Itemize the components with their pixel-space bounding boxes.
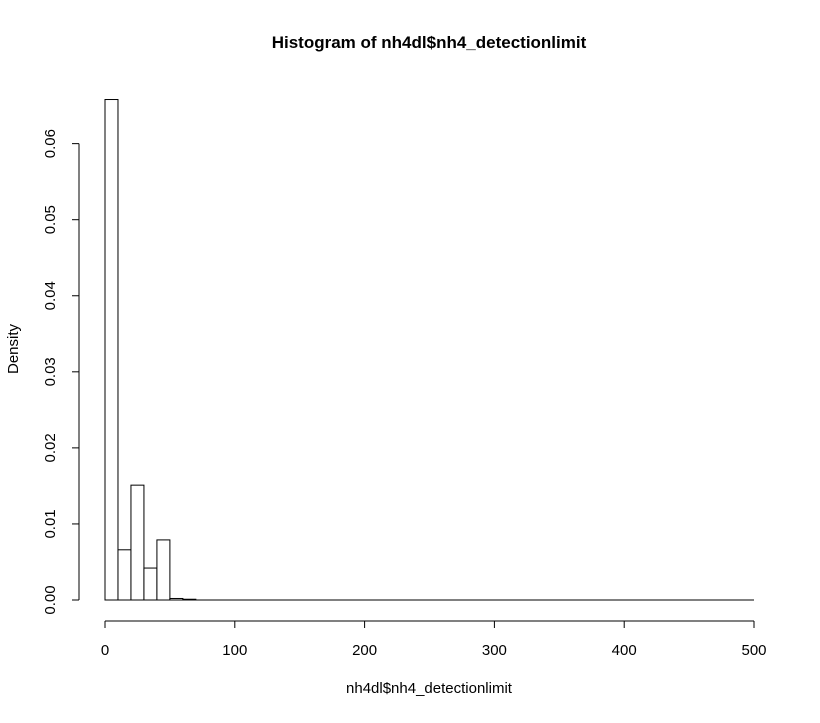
histogram-bar [143, 567, 158, 601]
x-axis: 0 100 200 300 400 500 [101, 620, 767, 659]
x-tick-label: 100 [222, 642, 247, 659]
x-tick-label: 300 [482, 642, 507, 659]
y-tick-label: 0.01 [42, 509, 59, 538]
y-tick-label: 0.05 [42, 205, 59, 234]
histogram-bar [104, 99, 119, 601]
x-tick-label: 500 [741, 642, 766, 659]
histogram-bar [117, 549, 132, 601]
y-tick-label: 0.06 [42, 129, 59, 158]
x-axis-label: nh4dl$nh4_detectionlimit [346, 680, 513, 697]
histogram-bars [104, 99, 754, 601]
y-tick-label: 0.00 [42, 585, 59, 614]
y-axis-label: Density [5, 323, 22, 374]
histogram-bar [156, 539, 171, 601]
histogram-bar [130, 484, 145, 601]
y-tick-label: 0.02 [42, 433, 59, 462]
y-tick-label: 0.04 [42, 281, 59, 310]
chart-title: Histogram of nh4dl$nh4_detectionlimit [272, 33, 587, 52]
y-axis: 0.00 0.01 0.02 0.03 0.04 0.05 0.06 [42, 129, 80, 615]
x-tick-label: 200 [352, 642, 377, 659]
y-tick-label: 0.03 [42, 357, 59, 386]
x-tick-label: 400 [612, 642, 637, 659]
x-tick-label: 0 [101, 642, 109, 659]
